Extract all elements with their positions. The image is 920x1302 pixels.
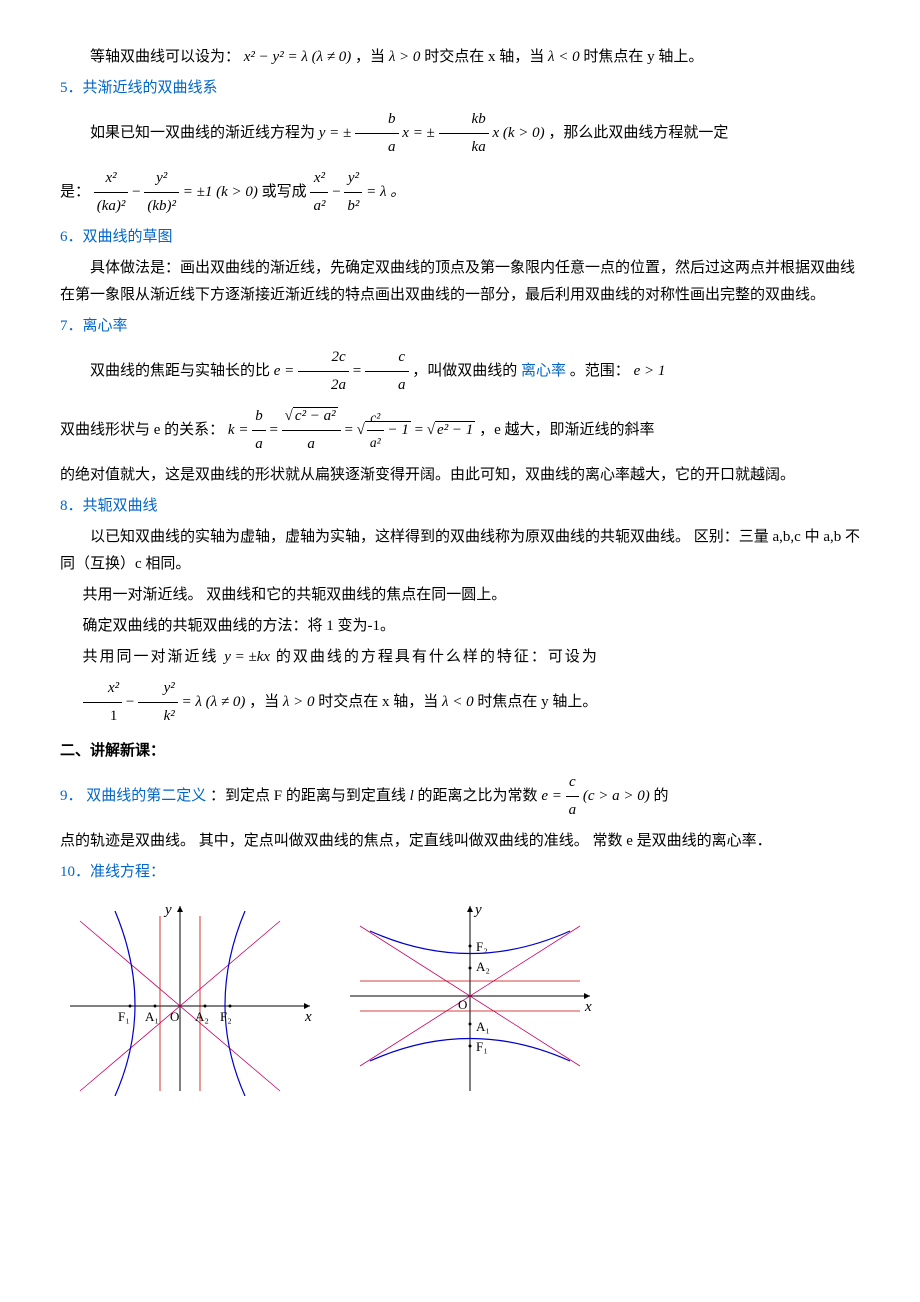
label-A2: A₂: [195, 1009, 209, 1024]
hyperbola-branch: [225, 911, 245, 1096]
label-y: y: [163, 902, 172, 918]
sec9-num: 9．: [60, 788, 83, 804]
heading-5: 5．共渐近线的双曲线系: [60, 75, 860, 102]
heading-7: 7．离心率: [60, 313, 860, 340]
equation: k = ba = c² − a²a = c²a² − 1 = e² − 1: [228, 422, 479, 438]
text: ，e 越大，即渐近线的斜率: [479, 422, 654, 438]
diagram-row: x y O F₁ A₁ A₂ F₂ x y O F₂ A₂: [60, 896, 860, 1096]
equation: x²a² − y²b² = λ 。: [310, 184, 405, 200]
heading-new-lecture: 二、讲解新课：: [60, 738, 860, 765]
sec8-p3: 确定双曲线的共轭双曲线的方法：将 1 变为-1。: [60, 613, 860, 640]
sec8-p2: 共用一对渐近线。 双曲线和它的共轭双曲线的焦点在同一圆上。: [60, 582, 860, 609]
text: 双曲线的焦距与实轴长的比: [90, 363, 270, 379]
term-eccentricity: 离心率: [521, 363, 566, 379]
text: ，当: [249, 694, 279, 710]
label-x: x: [584, 999, 592, 1015]
sec9-p1: 9． 双曲线的第二定义 ：到定点 F 的距离与到定直线 l 的距离之比为常数 e…: [60, 769, 860, 824]
heading-10: 10．准线方程：: [60, 859, 860, 886]
heading-6: 6．双曲线的草图: [60, 224, 860, 251]
text: 的双曲线的方程具有什么样的特征：可设为: [276, 649, 599, 665]
equation: x² − y² = λ (λ ≠ 0): [244, 49, 352, 65]
text: ：到定点 F 的距离与到定直线: [210, 788, 410, 804]
sec9-title: 双曲线的第二定义: [86, 788, 206, 804]
text: ，叫做双曲线的: [412, 363, 517, 379]
sec5-p1: 如果已知一双曲线的渐近线方程为 y = ± ba x = ± kbka x (k…: [60, 106, 860, 161]
text: 如果已知一双曲线的渐近线方程为: [90, 125, 315, 141]
sec7-p2: 双曲线形状与 e 的关系： k = ba = c² − a²a = c²a² −…: [60, 403, 860, 458]
text: 是：: [60, 184, 90, 200]
equation: x²(ka)² − y²(kb)² = ±1 (k > 0): [94, 184, 262, 200]
para-equiaxial: 等轴双曲线可以设为： x² − y² = λ (λ ≠ 0) ，当 λ > 0 …: [60, 44, 860, 71]
label-F1: F₁: [476, 1039, 488, 1054]
label-y: y: [473, 902, 482, 918]
text: 时焦点在 y 轴上。: [583, 49, 703, 65]
condition: λ > 0: [283, 694, 315, 710]
sec5-p2: 是： x²(ka)² − y²(kb)² = ±1 (k > 0) 或写成 x²…: [60, 165, 860, 220]
label-F2: F₂: [476, 939, 488, 954]
text: 的距离之比为常数: [418, 788, 538, 804]
heading-8: 8．共轭双曲线: [60, 493, 860, 520]
sec6-body: 具体做法是：画出双曲线的渐近线，先确定双曲线的顶点及第一象限内任意一点的位置，然…: [60, 255, 860, 309]
sec7-p1: 双曲线的焦距与实轴长的比 e = 2c2a = ca ，叫做双曲线的 离心率 。…: [60, 344, 860, 399]
condition: λ < 0: [548, 49, 580, 65]
var-l: l: [410, 788, 414, 804]
equation: x²1 − y²k² = λ (λ ≠ 0): [83, 694, 250, 710]
text: 时交点在 x 轴，当: [424, 49, 544, 65]
diagram-vertical-hyperbola: x y O F₂ A₂ A₁ F₁: [340, 896, 600, 1096]
condition: λ < 0: [442, 694, 474, 710]
label-F1: F₁: [118, 1009, 130, 1024]
label-A1: A₁: [145, 1009, 159, 1024]
diagram-horizontal-hyperbola: x y O F₁ A₁ A₂ F₂: [60, 896, 320, 1096]
hyperbola-branch: [115, 911, 135, 1096]
text: 共用同一对渐近线: [83, 649, 225, 665]
text: 等轴双曲线可以设为：: [90, 49, 240, 65]
equation: e = ca (c > a > 0): [541, 788, 653, 804]
label-F2: F₂: [220, 1009, 232, 1024]
text: ，那么此双曲线方程就一定: [548, 125, 728, 141]
sec8-p1: 以已知双曲线的实轴为虚轴，虚轴为实轴，这样得到的双曲线称为原双曲线的共轭双曲线。…: [60, 524, 860, 578]
range: e > 1: [634, 363, 666, 379]
label-O: O: [170, 1009, 179, 1024]
label-x: x: [304, 1009, 312, 1025]
equation: e = 2c2a = ca: [274, 363, 413, 379]
equation: y = ± ba x = ± kbka x (k > 0): [319, 125, 549, 141]
equation: y = ±kx: [224, 649, 270, 665]
text: 时交点在 x 轴，当: [318, 694, 438, 710]
text: ，当: [355, 49, 385, 65]
label-A2: A₂: [476, 959, 490, 974]
label-A1: A₁: [476, 1019, 490, 1034]
text: 。范围：: [570, 363, 630, 379]
text: 双曲线形状与 e 的关系：: [60, 422, 224, 438]
sec9-p2: 点的轨迹是双曲线。 其中，定点叫做双曲线的焦点，定直线叫做双曲线的准线。 常数 …: [60, 828, 860, 855]
label-O: O: [458, 997, 467, 1012]
text: 或写成: [262, 184, 307, 200]
sec8-p5: x²1 − y²k² = λ (λ ≠ 0) ，当 λ > 0 时交点在 x 轴…: [60, 675, 860, 730]
sec7-p3: 的绝对值就大，这是双曲线的形状就从扁狭逐渐变得开阔。由此可知，双曲线的离心率越大…: [60, 462, 860, 489]
text: 时焦点在 y 轴上。: [477, 694, 597, 710]
condition: λ > 0: [389, 49, 421, 65]
text: 的: [654, 788, 669, 804]
sec8-p4: 共用同一对渐近线 y = ±kx 的双曲线的方程具有什么样的特征：可设为: [60, 644, 860, 671]
